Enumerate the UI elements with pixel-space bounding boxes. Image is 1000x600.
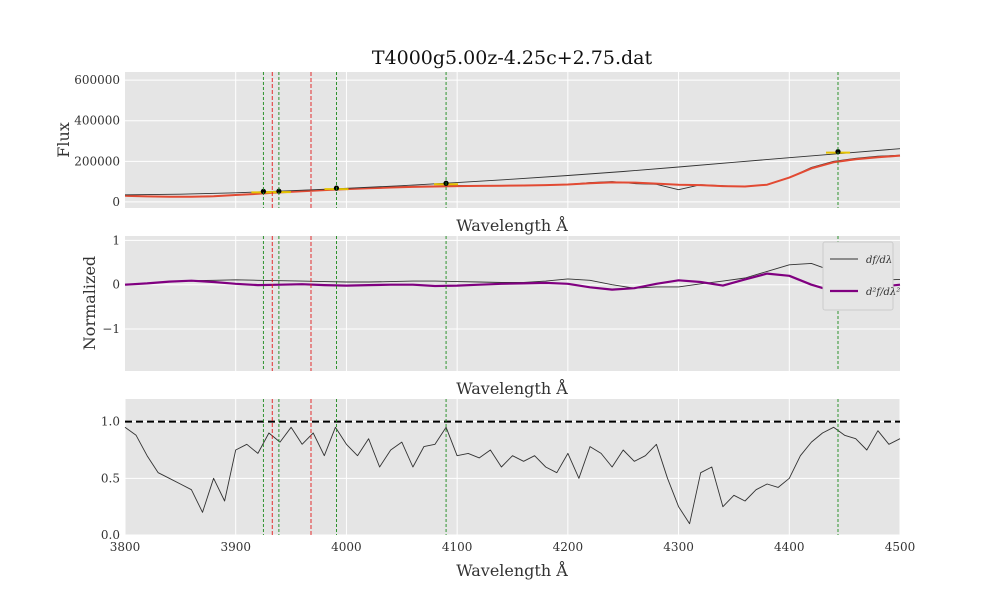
normalized-panel: 0.0 0.5 1.0 3800 3900 4000 4100 4200 4300 4400 450… [101,399,915,580]
flux-panel-plot: 0 200000 400000 600000 [74,72,901,209]
derivative-panel-xlabel: Wavelength Å [456,378,568,398]
flux-panel: 0 200000 400000 600000 Flux Wavelength Å [54,72,901,235]
continuum-point [260,188,266,194]
continuum-point [835,148,841,155]
derivative-legend: df/dλ d²f/dλ² [822,241,900,311]
y-tick-label: 400000 [74,114,120,128]
legend-label-second-derivative: d²f/dλ² [866,287,900,298]
normalized-panel-background [125,399,900,535]
normalized-panel-xlabel: Wavelength Å [456,560,568,580]
y-tick-label: −1 [102,322,120,336]
y-tick-label: 1.0 [101,415,120,429]
y-tick-label: 0 [112,278,120,292]
y-tick-label: 1 [112,233,120,247]
figure-title: T4000g5.00z-4.25c+2.75.dat [372,47,653,69]
x-tick-label: 4000 [331,540,362,554]
y-tick-label: 600000 [74,73,120,87]
y-tick-label: 200000 [74,154,120,168]
legend-box [822,241,894,311]
x-tick-label: 3800 [110,540,141,554]
y-tick-label: 0 [112,195,120,209]
derivative-panel-background [125,236,900,371]
flux-panel-background [125,72,900,208]
legend-label-first-derivative: df/dλ [866,255,892,266]
x-tick-label: 4400 [774,540,805,554]
series-smooth-fit [124,154,901,198]
derivative-panel-plot: −1 0 1 [102,233,901,371]
series-d-f-d- [124,272,901,293]
y-tick-label: 0.0 [101,528,120,542]
x-tick-label: 4200 [553,540,584,554]
derivative-panel: −1 0 1 Normalized Wavelength Å df/dλ d²f/d… [80,233,900,398]
x-tick-label: 4100 [442,540,473,554]
flux-panel-xlabel: Wavelength Å [456,215,568,235]
x-tick-label: 4500 [885,540,916,554]
continuum-point [276,188,282,194]
y-tick-label: 0.5 [101,471,120,485]
flux-panel-ylabel: Flux [54,122,73,158]
normalized-panel-plot: 0.0 0.5 1.0 3800 3900 4000 4100 4200 4300 4400 450… [101,399,915,554]
derivative-panel-ylabel: Normalized [80,256,99,350]
x-tick-label: 4300 [663,540,694,554]
x-tick-label: 3900 [220,540,251,554]
series-normalized-spectrum [124,426,901,525]
